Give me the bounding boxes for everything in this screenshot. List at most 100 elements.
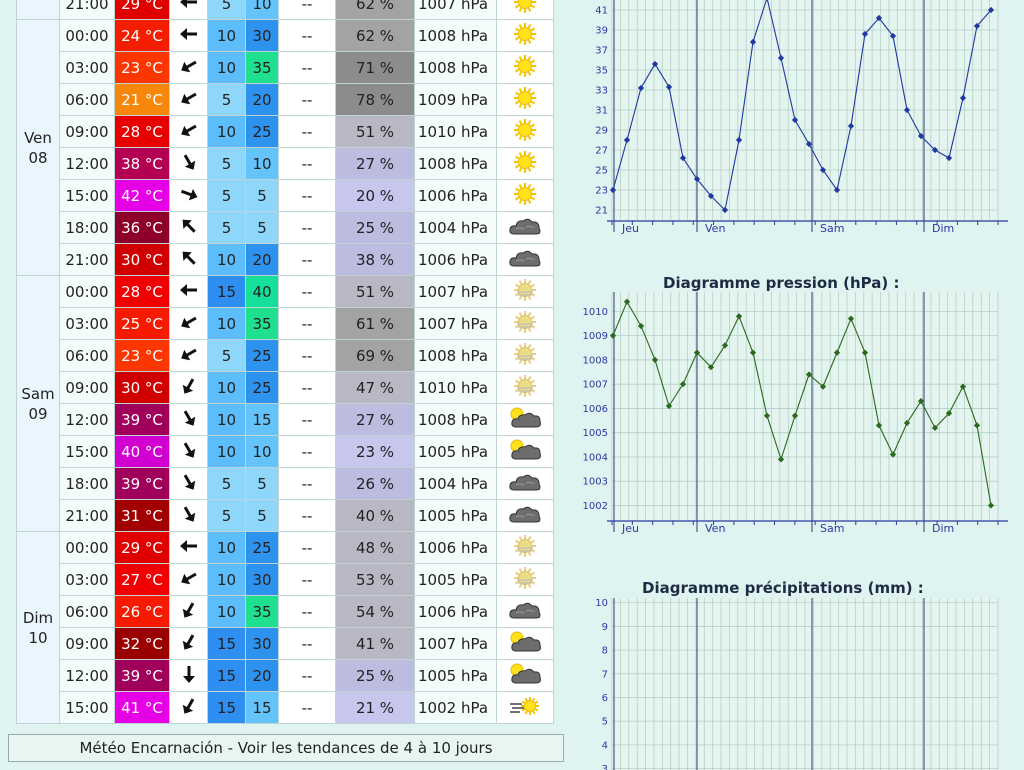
wind-direction-icon bbox=[178, 124, 200, 143]
y-tick-label: 4 bbox=[602, 740, 608, 751]
humidity-text: 51 % bbox=[355, 122, 395, 141]
humidity-cell: 69 % bbox=[335, 339, 415, 372]
wind-speed-cell: 15 bbox=[207, 627, 246, 660]
pressure-cell: 1008 hPa bbox=[414, 19, 497, 52]
forecast-body: 21:00 29 °C 5 10 -- 62 % 1007 hPa Ven 08 00:00 24 … bbox=[16, 0, 554, 724]
temperature-text: 30 °C bbox=[121, 378, 163, 397]
hour-cell: 18:00 bbox=[59, 467, 115, 500]
weather-cell bbox=[496, 179, 554, 212]
hour-text: 12:00 bbox=[65, 154, 109, 173]
wind-direction-icon bbox=[178, 665, 200, 687]
forecast-row: Ven 08 00:00 24 °C 10 30 -- 62 % 1008 hPa bbox=[16, 19, 554, 276]
humidity-cell: 20 % bbox=[335, 179, 415, 212]
footer-link[interactable]: Météo Encarnación - Voir les tendances d… bbox=[8, 734, 564, 762]
precipitation-text: -- bbox=[301, 58, 313, 77]
y-tick-label: 27 bbox=[595, 146, 608, 157]
y-tick-label: 1002 bbox=[583, 501, 608, 512]
wind-direction-cell bbox=[169, 531, 208, 564]
temperature-cell: 25 °C bbox=[114, 307, 170, 340]
forecast-row: 09:00 28 °C 10 25 -- 51 % 1010 hPa bbox=[17, 115, 554, 148]
forecast-row: 09:00 30 °C 10 25 -- 47 % 1010 hPa bbox=[17, 371, 554, 404]
cloud-icon bbox=[508, 474, 542, 497]
pressure-text: 1008 hPa bbox=[418, 26, 489, 45]
wind-gust-text: 25 bbox=[252, 538, 272, 557]
hour-cell: 12:00 bbox=[59, 147, 115, 180]
weather-cell bbox=[496, 307, 554, 340]
wind-gust-text: 5 bbox=[257, 474, 267, 493]
temperature-cell: 30 °C bbox=[114, 243, 170, 276]
hour-text: 15:00 bbox=[65, 186, 109, 205]
wind-direction-icon bbox=[178, 316, 200, 335]
wind-gust-text: 25 bbox=[252, 122, 272, 141]
wind-speed-text: 5 bbox=[221, 474, 232, 493]
wind-gust-text: 5 bbox=[257, 506, 267, 525]
wind-speed-text: 10 bbox=[216, 378, 237, 397]
weather-cell bbox=[496, 339, 554, 372]
x-day-label: Ven bbox=[705, 522, 725, 535]
hour-cell: 12:00 bbox=[59, 659, 115, 692]
wind-direction-icon bbox=[178, 27, 200, 47]
precipitation-text: -- bbox=[301, 634, 313, 653]
wind-speed-cell: 10 bbox=[207, 595, 246, 628]
wind-speed-cell: 10 bbox=[207, 19, 246, 52]
precipitation-text: -- bbox=[301, 26, 313, 45]
cloud-icon bbox=[508, 506, 542, 529]
wind-speed-cell: 5 bbox=[207, 499, 246, 532]
wind-direction-icon bbox=[178, 601, 200, 623]
precipitation-text: -- bbox=[301, 250, 313, 269]
hazy-sun-icon bbox=[513, 534, 537, 562]
pressure-text: 1010 hPa bbox=[418, 122, 489, 141]
wind-gust-cell: 15 bbox=[245, 403, 279, 436]
wind-gust-text: 10 bbox=[252, 0, 272, 13]
humidity-text: 53 % bbox=[355, 570, 395, 589]
wind-speed-text: 10 bbox=[216, 250, 237, 269]
wind-direction-cell bbox=[169, 467, 208, 500]
x-day-label: Dim bbox=[932, 522, 954, 535]
cloud-icon bbox=[508, 218, 542, 241]
wind-direction-cell bbox=[169, 403, 208, 436]
wind-gust-cell: 20 bbox=[245, 659, 279, 692]
wind-direction-cell bbox=[169, 499, 208, 532]
sun-icon bbox=[513, 118, 537, 146]
pressure-text: 1005 hPa bbox=[418, 442, 489, 461]
humidity-cell: 62 % bbox=[335, 0, 415, 20]
wind-speed-cell: 15 bbox=[207, 691, 246, 724]
humidity-cell: 78 % bbox=[335, 83, 415, 116]
wind-gust-text: 35 bbox=[252, 58, 272, 77]
pressure-text: 1006 hPa bbox=[418, 186, 489, 205]
y-tick-label: 29 bbox=[595, 126, 608, 137]
precipitation-text: -- bbox=[301, 698, 313, 717]
pressure-cell: 1005 hPa bbox=[414, 499, 497, 532]
temperature-text: 41 °C bbox=[121, 698, 163, 717]
wind-gust-cell: 25 bbox=[245, 531, 279, 564]
humidity-cell: 27 % bbox=[335, 403, 415, 436]
wind-speed-cell: 10 bbox=[207, 51, 246, 84]
wind-gust-text: 25 bbox=[252, 378, 272, 397]
hour-text: 09:00 bbox=[65, 378, 109, 397]
forecast-row: Sam 09 00:00 28 °C 15 40 -- 51 % 1007 hPa bbox=[16, 275, 554, 532]
temperature-text: 23 °C bbox=[121, 58, 163, 77]
wind-gust-cell: 30 bbox=[245, 627, 279, 660]
pressure-text: 1006 hPa bbox=[418, 250, 489, 269]
humidity-cell: 25 % bbox=[335, 211, 415, 244]
weather-cell bbox=[496, 563, 554, 596]
humidity-cell: 23 % bbox=[335, 435, 415, 468]
pressure-text: 1004 hPa bbox=[418, 218, 489, 237]
wind-gust-cell: 25 bbox=[245, 115, 279, 148]
day-cell: Dim 10 bbox=[16, 531, 60, 724]
precipitation-cell: -- bbox=[278, 531, 336, 564]
precipitation-cell: -- bbox=[278, 147, 336, 180]
y-tick-label: 1005 bbox=[583, 428, 608, 439]
wind-gust-cell: 35 bbox=[245, 595, 279, 628]
day-cell: Ven 08 bbox=[16, 19, 60, 276]
pressure-cell: 1010 hPa bbox=[414, 115, 497, 148]
wind-gust-text: 35 bbox=[252, 314, 272, 333]
pressure-text: 1002 hPa bbox=[418, 698, 489, 717]
wind-speed-cell: 10 bbox=[207, 371, 246, 404]
wind-speed-text: 10 bbox=[216, 314, 237, 333]
hour-text: 15:00 bbox=[65, 442, 109, 461]
forecast-table: 21:00 29 °C 5 10 -- 62 % 1007 hPa Ven 08 00:00 24 … bbox=[16, 0, 554, 724]
temperature-cell: 31 °C bbox=[114, 499, 170, 532]
wind-speed-cell: 10 bbox=[207, 435, 246, 468]
precipitation-chart-title: Diagramme précipitations (mm) : bbox=[642, 579, 924, 597]
